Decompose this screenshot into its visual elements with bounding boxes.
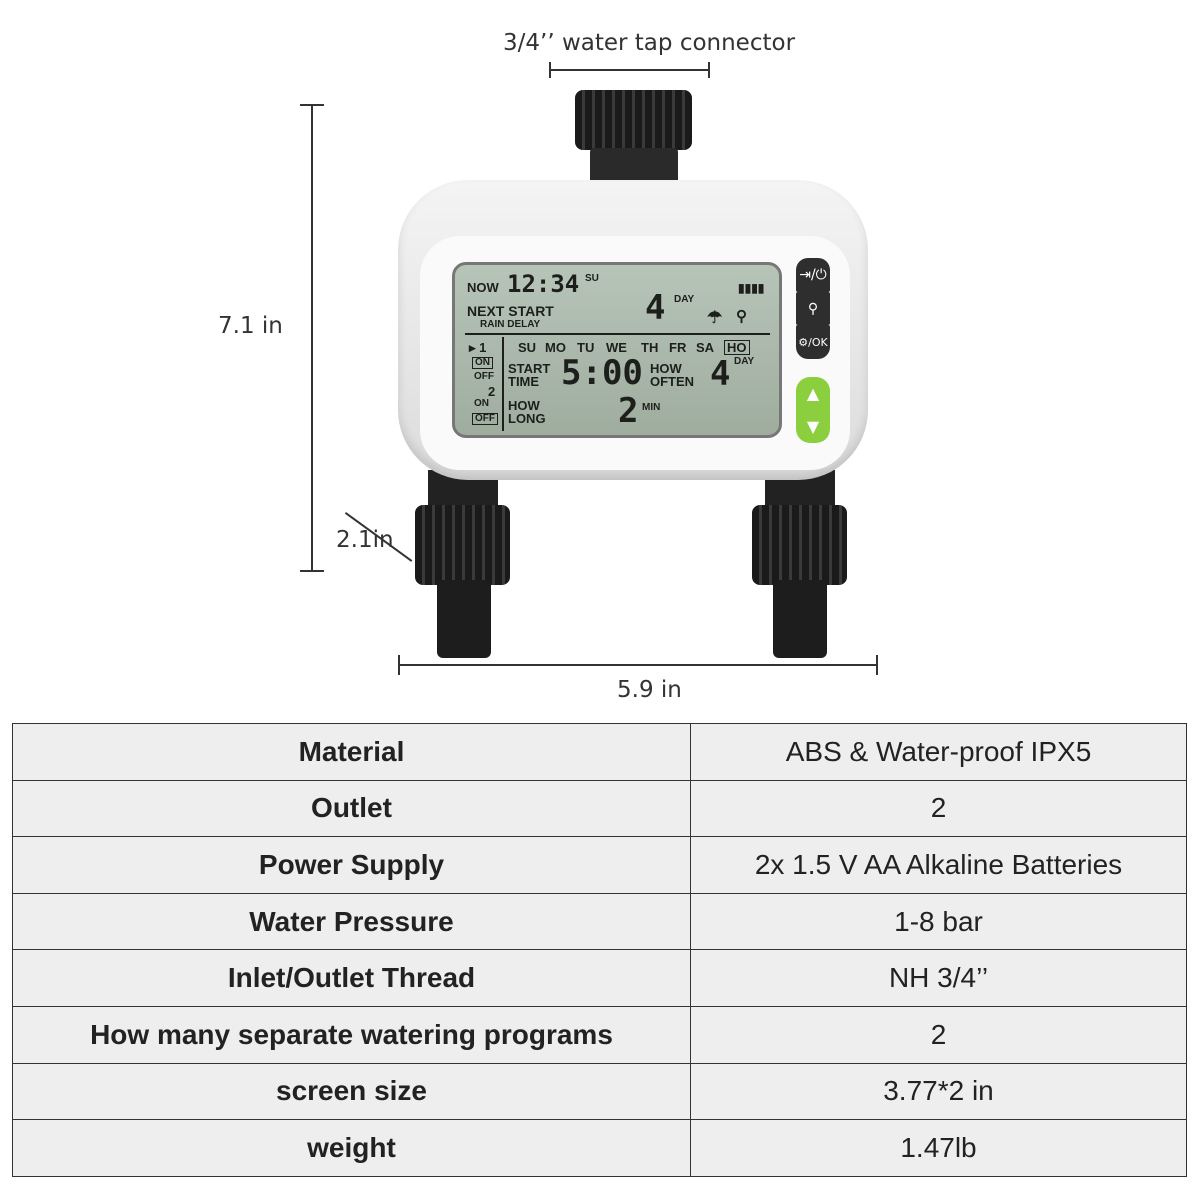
spec-label: weight (12, 1119, 691, 1177)
lcd-start-label: START (508, 361, 551, 376)
lcd-long-label: LONG (508, 411, 546, 426)
lcd-next-start-label: NEXT START (467, 303, 554, 319)
faucet-icon: ⚲ (807, 300, 819, 317)
dimension-tick (300, 570, 324, 572)
table-row: screen size 3.77*2 in (12, 1062, 1187, 1121)
spec-value: NH 3/4’’ (690, 949, 1187, 1007)
spec-value: 1-8 bar (690, 892, 1187, 951)
outlet-2-nut (752, 505, 847, 585)
spec-value: 2x 1.5 V AA Alkaline Batteries (690, 836, 1187, 894)
down-arrow-button[interactable]: ▼ (806, 417, 820, 436)
spec-label: How many separate watering programs (12, 1005, 691, 1064)
lcd-program-1-off: OFF (474, 371, 494, 382)
spec-value: 3.77*2 in (690, 1062, 1187, 1121)
lcd-program-2-off: OFF (472, 413, 498, 425)
dimension-tick (876, 655, 878, 675)
spec-label: Power Supply (12, 836, 691, 894)
lcd-often-day-unit: DAY (734, 356, 755, 367)
battery-icon: ▮▮▮▮ (738, 281, 765, 295)
height-dimension-label: 7.1 in (218, 313, 283, 339)
lcd-program-2-on: ON (474, 398, 489, 409)
lcd-screen: NOW 12:34 SU ▮▮▮▮ NEXT START RAIN DELAY … (452, 262, 782, 438)
spec-value: 1.47lb (690, 1119, 1187, 1177)
lcd-current-time: 12:34 (507, 270, 580, 298)
faucet-button[interactable]: ⚲ (796, 292, 830, 325)
lcd-weekday: SU (518, 340, 537, 355)
up-down-buttons: ▲ ▼ (796, 377, 830, 443)
table-row: Water Pressure 1-8 bar (12, 892, 1187, 951)
lcd-how-label: HOW (650, 361, 682, 376)
lcd-weekday: TU (577, 340, 595, 355)
dimension-tick (398, 655, 400, 675)
outlet-1-nut (415, 505, 510, 585)
settings-ok-button[interactable]: ⚙/OK (796, 325, 830, 359)
dimension-tick (708, 62, 710, 78)
lcd-current-day: SU (585, 273, 599, 284)
lcd-often-label: OFTEN (650, 374, 695, 389)
manual-power-icon: ⇥/⏻ (799, 267, 827, 283)
width-dimension-label: 5.9 in (617, 677, 682, 703)
spec-label: screen size (12, 1062, 691, 1121)
height-dimension-line (311, 104, 313, 571)
lcd-divider (465, 333, 770, 335)
lcd-how-long-value: 2 (618, 391, 639, 431)
lcd-how-often-value: 4 (710, 354, 731, 394)
lcd-weekday: SA (696, 340, 715, 355)
spec-label: Inlet/Outlet Thread (12, 949, 691, 1007)
depth-dimension-label: 2.1in (336, 527, 394, 553)
table-row: Power Supply 2x 1.5 V AA Alkaline Batteri… (12, 836, 1187, 894)
lcd-program-1-on: ON (472, 357, 493, 369)
umbrella-icon: ☂ (707, 308, 723, 327)
gear-ok-icon: ⚙/OK (798, 335, 828, 349)
table-row: Material ABS & Water-proof IPX5 (12, 723, 1187, 781)
connector-dimension-label: 3/4’’ water tap connector (503, 30, 796, 56)
width-dimension-line (398, 664, 878, 666)
faucet-icon: ⚲ (736, 308, 747, 325)
up-arrow-button[interactable]: ▲ (806, 384, 820, 403)
inlet-connector-nut (575, 90, 692, 150)
lcd-start-time: 5:00 (561, 353, 643, 393)
spec-table: Material ABS & Water-proof IPX5 Outlet 2 P… (12, 723, 1187, 1177)
spec-value: ABS & Water-proof IPX5 (690, 723, 1187, 781)
table-row: weight 1.47lb (12, 1119, 1187, 1177)
spec-label: Water Pressure (12, 892, 691, 951)
lcd-next-days: 4 (645, 288, 666, 328)
lcd-time-label: TIME (508, 374, 540, 389)
spec-value: 2 (690, 1005, 1187, 1064)
outlet-2-quick-connector (773, 580, 827, 658)
lcd-weekday-holiday: HO (724, 340, 750, 355)
outlet-1-quick-connector (437, 580, 491, 658)
spec-label: Outlet (12, 779, 691, 838)
spec-value: 2 (690, 779, 1187, 838)
lcd-program-2: 2 (488, 384, 496, 399)
lcd-divider (502, 337, 504, 431)
lcd-weekday: MO (545, 340, 566, 355)
lcd-weekday: TH (641, 340, 659, 355)
lcd-weekday: WE (606, 340, 627, 355)
lcd-min-unit: MIN (642, 402, 661, 413)
spec-label: Material (12, 723, 691, 781)
lcd-program-1: ▸ 1 (469, 340, 487, 355)
lcd-rain-delay-label: RAIN DELAY (480, 319, 541, 330)
connector-dimension-line (549, 69, 709, 71)
table-row: Inlet/Outlet Thread NH 3/4’’ (12, 949, 1187, 1007)
lcd-now-label: NOW (467, 280, 499, 295)
dimension-tick (549, 62, 551, 78)
table-row: How many separate watering programs 2 (12, 1005, 1187, 1064)
dimension-tick (300, 104, 324, 106)
lcd-day-unit: DAY (674, 294, 695, 305)
lcd-how-long-label: HOW (508, 398, 540, 413)
manual-power-button[interactable]: ⇥/⏻ (796, 258, 830, 292)
lcd-weekday: FR (669, 340, 687, 355)
table-row: Outlet 2 (12, 779, 1187, 838)
